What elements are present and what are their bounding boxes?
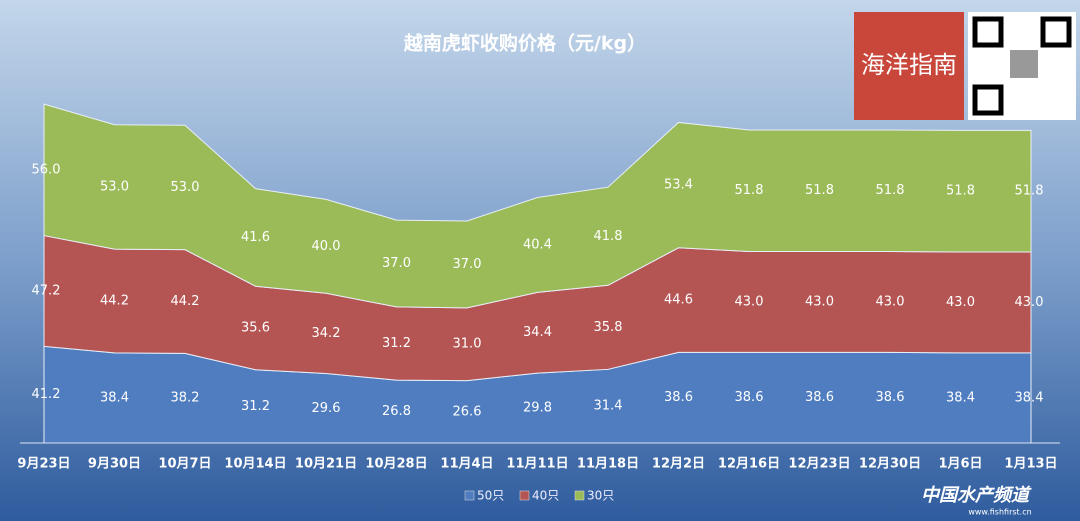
data-label: 51.8	[946, 184, 975, 199]
legend-swatch	[574, 490, 585, 501]
x-tick-label: 12月2日	[652, 457, 705, 472]
watermark-url: www.fishfirst.cn	[968, 508, 1031, 517]
watermark: 中国水产频道	[921, 485, 1032, 506]
data-label: 41.6	[241, 230, 270, 245]
data-label: 38.6	[735, 390, 764, 405]
data-label: 38.4	[1015, 390, 1044, 405]
qr-corner	[1040, 16, 1072, 48]
data-label: 41.2	[32, 387, 61, 402]
x-tick-label: 12月16日	[718, 457, 780, 472]
x-tick-label: 9月30日	[88, 457, 141, 472]
legend-swatch	[519, 490, 530, 501]
legend-label: 30只	[587, 489, 614, 503]
data-label: 29.8	[523, 401, 552, 416]
x-tick-label: 10月14日	[224, 457, 286, 472]
data-label: 53.0	[171, 180, 200, 195]
logo-text: 海洋指南	[861, 51, 957, 79]
chart-title: 越南虎虾收购价格（元/kg）	[403, 32, 646, 55]
data-label: 51.8	[876, 183, 905, 198]
legend-label: 50只	[477, 489, 504, 503]
data-label: 47.2	[32, 283, 61, 298]
data-label: 37.0	[382, 256, 411, 271]
data-label: 34.2	[312, 326, 341, 341]
data-label: 38.6	[805, 390, 834, 405]
data-label: 43.0	[946, 295, 975, 310]
data-label: 56.0	[32, 162, 61, 177]
data-label: 43.0	[805, 294, 834, 309]
x-tick-label: 10月28日	[365, 457, 427, 472]
data-label: 38.4	[946, 390, 975, 405]
data-label: 26.6	[453, 404, 482, 419]
legend: 50只 40只 30只	[464, 489, 614, 503]
plot: 41.2 38.4 38.2 31.2 29.6 26.8 26.6 29.8 31.4 38.6…	[17, 103, 1060, 503]
x-tick-label: 1月13日	[1004, 457, 1057, 472]
legend-swatch	[464, 490, 475, 501]
data-label: 51.8	[805, 183, 834, 198]
data-label: 41.8	[594, 229, 623, 244]
x-tick-label: 12月23日	[788, 457, 850, 472]
x-tick-label: 11月18日	[577, 457, 639, 472]
data-label: 44.6	[664, 293, 693, 308]
x-tick-label: 9月23日	[17, 457, 70, 472]
data-label: 44.2	[171, 294, 200, 309]
data-label: 43.0	[876, 294, 905, 309]
data-label: 51.8	[1015, 184, 1044, 199]
data-label: 29.6	[312, 401, 341, 416]
area	[43, 103, 1032, 309]
data-label: 38.6	[876, 390, 905, 405]
data-label: 38.4	[100, 390, 129, 405]
x-tick-label: 11月4日	[440, 457, 493, 472]
x-tick-label: 1月6日	[938, 457, 982, 472]
data-label: 53.0	[100, 179, 129, 194]
x-tick-label: 11月11日	[506, 457, 568, 472]
qr-corner	[972, 16, 1004, 48]
data-label: 31.2	[382, 336, 411, 351]
data-label: 31.2	[241, 399, 270, 414]
data-label: 44.2	[100, 294, 129, 309]
data-label: 38.2	[171, 391, 200, 406]
logo-box	[854, 12, 964, 120]
x-tick-label: 10月7日	[158, 457, 211, 472]
data-label: 40.4	[523, 237, 552, 252]
data-label: 35.8	[594, 320, 623, 335]
qr-pattern	[1010, 50, 1038, 78]
logo: 海洋指南	[854, 12, 1076, 120]
qr-corner	[972, 84, 1004, 116]
data-label: 26.8	[382, 404, 411, 419]
data-label: 37.0	[453, 257, 482, 272]
data-label: 40.0	[312, 239, 341, 254]
x-tick-label: 12月30日	[859, 457, 921, 472]
data-label: 43.0	[1015, 295, 1044, 310]
data-label: 35.6	[241, 321, 270, 336]
data-label: 53.4	[664, 178, 693, 193]
legend-label: 40只	[532, 489, 559, 503]
data-label: 31.0	[453, 337, 482, 352]
data-label: 43.0	[735, 294, 764, 309]
data-label: 51.8	[735, 183, 764, 198]
x-tick-label: 10月21日	[295, 457, 357, 472]
data-label: 38.6	[664, 390, 693, 405]
data-label: 34.4	[523, 325, 552, 340]
data-label: 31.4	[594, 399, 623, 414]
